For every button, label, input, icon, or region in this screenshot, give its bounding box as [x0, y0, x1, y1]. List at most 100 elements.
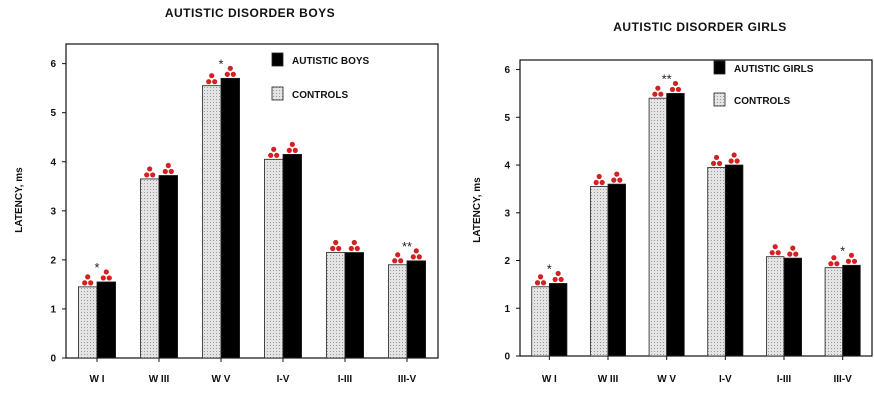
error-dot	[534, 280, 541, 286]
error-dot	[82, 280, 88, 286]
error-dot	[555, 270, 561, 277]
error-dot	[354, 245, 360, 252]
error-dot	[224, 71, 230, 77]
x-tick-label: I-III	[777, 374, 792, 385]
error-dot	[268, 152, 274, 158]
y-tick-label: 1	[50, 304, 56, 315]
chart-title: AUTISTIC DISORDER BOYS	[165, 6, 335, 20]
legend-swatch-controls	[271, 86, 284, 101]
error-dot	[348, 245, 354, 252]
y-tick-label: 4	[504, 161, 510, 172]
bar-controls	[766, 256, 785, 357]
error-dot	[351, 239, 357, 246]
error-dot	[851, 258, 858, 264]
legend-swatch-autistic	[271, 52, 284, 67]
x-tick-label: I-V	[277, 374, 290, 385]
x-tick-label: W III	[149, 374, 170, 385]
error-dot	[540, 280, 547, 286]
legend-label-autistic: AUTISTIC GIRLS	[734, 64, 814, 75]
error-dot	[713, 154, 720, 161]
y-tick-label: 2	[504, 256, 510, 267]
x-tick-label: W I	[90, 374, 105, 385]
error-dot	[552, 276, 558, 283]
error-dot	[206, 79, 212, 85]
error-dot	[274, 152, 280, 158]
y-axis-label: LATENCY, ms	[14, 167, 25, 233]
bar-controls	[201, 85, 222, 359]
error-dot	[790, 245, 796, 251]
error-dot	[672, 80, 679, 87]
error-dot	[100, 275, 106, 281]
error-dot	[416, 254, 422, 260]
y-tick-label: 6	[504, 65, 510, 76]
x-tick-label: I-III	[338, 374, 353, 385]
error-dot	[392, 258, 398, 264]
bar-autistic	[607, 183, 627, 357]
legend-label-controls: CONTROLS	[292, 90, 348, 101]
bar-autistic	[783, 257, 803, 357]
legend-swatch-controls	[713, 92, 726, 107]
error-dot	[286, 147, 292, 153]
error-dot	[793, 251, 799, 257]
bar-controls	[387, 264, 408, 359]
error-dot	[230, 71, 236, 77]
error-dot	[85, 274, 91, 280]
x-tick-label: W III	[598, 374, 619, 385]
error-dot	[728, 158, 734, 164]
bar-autistic	[548, 283, 568, 357]
error-dot	[330, 245, 336, 252]
error-dot	[716, 160, 723, 167]
bar-autistic	[666, 93, 685, 357]
error-dot	[336, 245, 342, 252]
significance-marker: *	[840, 243, 845, 258]
error-dot	[731, 152, 737, 158]
error-dot	[831, 255, 837, 261]
y-tick-label: 0	[504, 352, 510, 363]
error-dot	[828, 261, 834, 267]
bar-controls	[648, 97, 668, 357]
bar-autistic	[282, 153, 303, 359]
bar-autistic	[158, 175, 179, 359]
bar-autistic	[724, 164, 744, 357]
bar-controls	[78, 286, 98, 359]
error-dot	[106, 275, 112, 281]
error-dot	[168, 168, 174, 175]
error-dot	[669, 86, 676, 93]
significance-marker: *	[218, 56, 223, 71]
error-dot	[289, 141, 295, 147]
bar-autistic	[96, 281, 117, 359]
error-dot	[227, 65, 233, 71]
error-dot	[614, 171, 620, 177]
significance-marker: **	[662, 71, 672, 86]
error-dot	[848, 252, 855, 258]
y-tick-label: 3	[50, 206, 56, 217]
error-dot	[652, 91, 658, 97]
error-dot	[845, 258, 852, 264]
x-tick-label: W I	[542, 374, 557, 385]
y-tick-label: 3	[504, 208, 510, 219]
bar-controls	[590, 186, 609, 357]
bar-controls	[325, 252, 346, 359]
error-dot	[209, 73, 215, 79]
error-dot	[834, 261, 840, 267]
error-dot	[413, 248, 419, 254]
error-dot	[103, 269, 109, 275]
error-dot	[593, 179, 599, 186]
legend-swatch-autistic	[713, 60, 726, 75]
bar-autistic	[220, 77, 241, 359]
error-dot	[333, 239, 339, 246]
bar-autistic	[344, 252, 365, 359]
y-tick-label: 2	[50, 255, 56, 266]
y-tick-label: 0	[50, 354, 56, 365]
bar-autistic	[842, 264, 861, 357]
significance-marker: **	[402, 239, 412, 254]
bar-controls	[139, 178, 160, 359]
error-dot	[537, 274, 544, 280]
error-dot	[599, 179, 605, 186]
bar-controls	[707, 167, 726, 357]
x-tick-label: III-V	[833, 374, 852, 385]
plot-frame	[519, 59, 873, 357]
bar-controls	[824, 267, 844, 357]
error-dot	[655, 85, 661, 91]
